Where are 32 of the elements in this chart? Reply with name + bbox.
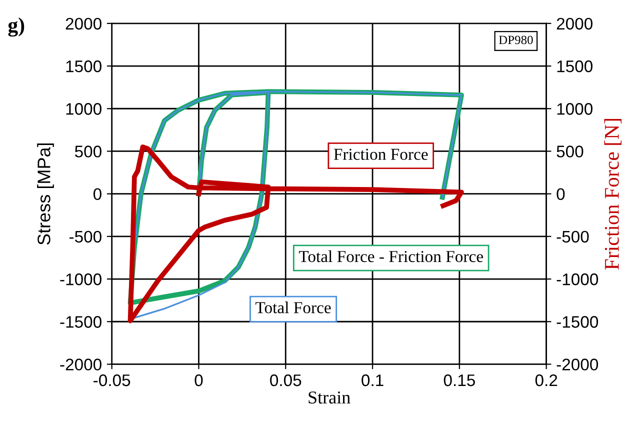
y2-tick-label: 0: [556, 188, 565, 200]
text: Total Force - Friction Force: [298, 250, 483, 262]
y-tick-label: 1000: [66, 103, 102, 115]
y-tick-label: -1500: [60, 316, 102, 328]
x-tick-label: 0.2: [535, 374, 558, 386]
y-tick-label: -2000: [60, 358, 102, 370]
x-axis-title: Strain: [308, 391, 350, 404]
x-tick-label: 0.1: [362, 374, 384, 386]
y-tick-label: 500: [74, 146, 102, 158]
y2-tick-label: 1500: [557, 60, 592, 72]
y-tick-label: -1000: [60, 273, 102, 286]
y2-tick-label: 2000: [556, 18, 592, 30]
y-tick-label: 2000: [66, 18, 102, 30]
y2-tick-label: -500: [556, 230, 589, 243]
x-tick-label: 0.05: [270, 374, 302, 386]
x-tick-label: -0.05: [94, 374, 130, 386]
y2-axis-title: Friction Force [N]: [604, 119, 622, 270]
y2-tick-label: -1000: [556, 273, 598, 286]
y2-tick-label: 500: [556, 146, 584, 158]
y2-tick-label: -1500: [556, 316, 598, 328]
y-tick-label: 1500: [66, 60, 102, 72]
y2-tick-label: -2000: [556, 358, 598, 370]
y-tick-label: 0: [93, 188, 102, 200]
annotation: DP980: [498, 36, 533, 44]
y2-tick-label: 1000: [557, 103, 592, 115]
x-tick-label: 0: [194, 374, 203, 386]
x-tick-label: 0.15: [444, 374, 475, 386]
y-tick-label: -500: [69, 230, 102, 243]
text: Total Force: [256, 302, 331, 314]
text: g): [8, 17, 24, 37]
series-label: Friction Force: [334, 148, 428, 160]
y-axis-title: Stress [MPa]: [37, 143, 54, 245]
